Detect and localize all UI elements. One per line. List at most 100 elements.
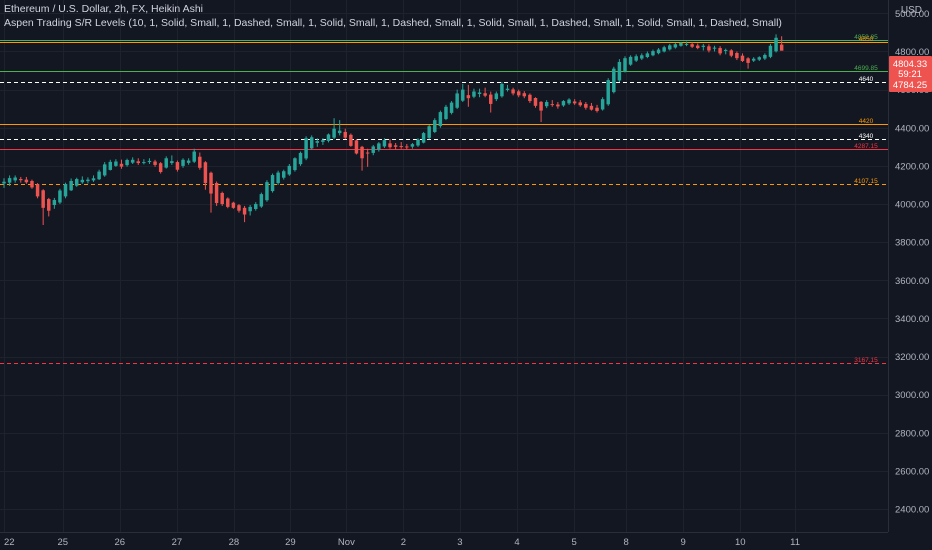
candle-up [679,41,683,47]
currency-label[interactable]: USD [900,5,922,16]
candle-body [466,95,471,99]
candle-body [102,164,107,176]
candle-body [751,58,756,61]
candle-down [136,158,141,165]
candle-down [735,51,739,61]
candle-body [656,49,661,54]
indicator-legend[interactable]: Aspen Trading S/R Levels (10, 1, Solid, … [4,17,782,29]
candle-body [405,146,409,148]
candle-body [108,161,113,170]
candle-down [578,100,582,107]
candle-body [209,172,213,194]
candle-down [595,104,599,113]
candle-body [13,177,17,181]
candle-up [74,177,79,187]
candle-down [360,145,364,171]
candle-body [556,104,560,107]
candle-up [701,43,706,51]
symbol-title[interactable]: Ethereum / U.S. Dollar, 2h, FX, Heikin A… [4,3,203,15]
candle-down [399,142,403,149]
candle-up [326,133,331,143]
candle-up [192,148,196,164]
candle-up [382,138,387,148]
candle-up [673,42,678,49]
candle-up [427,124,431,140]
candle-body [181,159,185,166]
candle-body [567,99,571,104]
candle-up [293,157,297,172]
candle-body [136,161,141,164]
candle-body [645,53,650,58]
candle-body [668,45,672,50]
candle-body [516,91,521,96]
candle-body [147,160,152,163]
time-tick-label: 25 [57,537,68,548]
candle-up [628,55,633,66]
candle-down [584,102,588,110]
price-axis[interactable]: 2400.00 2600.00 2800.00 3000.00 3200.00 3400.… [895,9,929,516]
candle-body [298,152,303,165]
candle-up [248,204,252,216]
candle-up [58,188,62,205]
candle-down [533,97,538,108]
candle-up [640,53,644,61]
candle-body [483,93,487,96]
candle-body [393,145,398,147]
candle-down [354,139,359,155]
candle-body [220,192,224,205]
candle-down [779,36,784,51]
candle-up [125,158,129,167]
candle-body [757,57,762,60]
candle-body [175,162,180,170]
candle-body [354,140,359,154]
candle-up [170,155,174,165]
candle-down [528,93,532,103]
candle-body [371,146,375,153]
candle-body [511,89,515,94]
candle-down [539,101,543,123]
candle-body [337,130,342,134]
candle-body [158,163,163,172]
time-tick-label: 9 [681,537,686,548]
candle-down [175,160,180,172]
candle-body [634,56,638,61]
candle-up [142,159,146,165]
sr-levels [0,40,888,364]
candle-up [108,159,113,171]
candle-up [774,34,778,53]
candle-up [494,91,499,102]
price-tick-label: 2800.00 [895,428,929,439]
candle-body [410,144,415,147]
candle-body [572,101,577,104]
candle-body [595,107,599,111]
candle-body [438,112,443,127]
time-tick-label: 3 [457,537,462,548]
candle-up [477,88,482,98]
sr-level-label: 4640 [859,76,874,83]
candle-body [578,102,582,106]
candle-body [539,101,543,111]
candle-up [505,84,510,92]
candle-body [477,92,482,95]
candle-body [142,162,146,164]
candle-down [237,204,241,213]
sr-level-label: 4850 [859,36,874,43]
candle-body [259,194,264,207]
candle-body [315,141,320,143]
candle-body [695,45,700,49]
candle-body [321,140,325,142]
candle-body [360,146,364,159]
candle-up [561,100,566,107]
candle-body [203,162,208,184]
candle-up [651,49,655,57]
time-axis[interactable]: 22 25 26 27 28 29 Nov 2 3 4 5 8 9 10 11 [4,537,800,548]
candle-body [617,61,622,81]
last-price-value: 4804.33 [893,59,927,70]
candle-up [416,138,420,147]
candle-up [164,156,168,169]
candle-up [332,118,336,140]
candle-down [203,161,208,190]
